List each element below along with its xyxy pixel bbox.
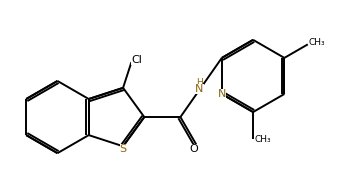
Text: Cl: Cl [131,55,142,64]
Text: S: S [119,144,127,154]
Text: N: N [218,89,226,99]
Text: O: O [189,144,198,154]
Text: H: H [196,78,203,87]
Text: CH₃: CH₃ [254,135,271,144]
Text: CH₃: CH₃ [309,38,325,47]
Text: N: N [195,84,204,94]
